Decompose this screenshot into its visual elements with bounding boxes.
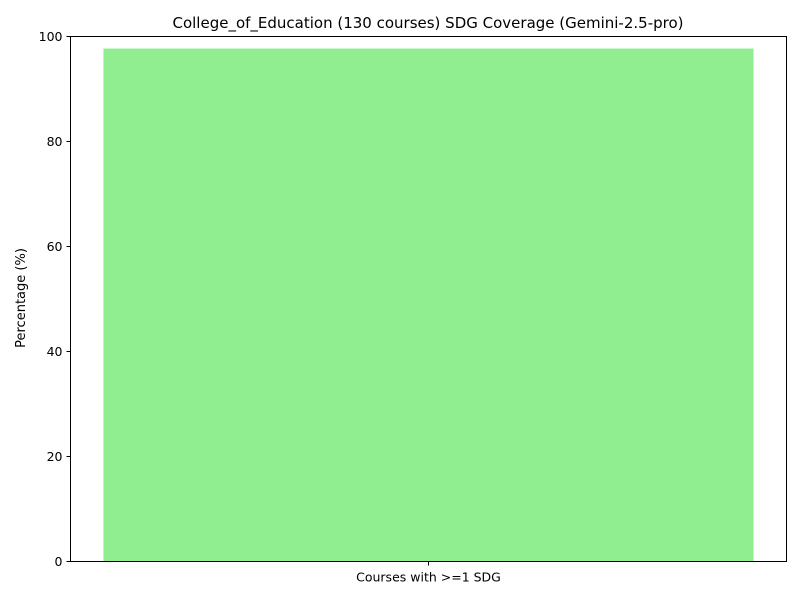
x-axis-ticks: Courses with >=1 SDG	[356, 561, 501, 585]
x-tick-label: Courses with >=1 SDG	[356, 570, 501, 585]
y-axis-ticks: 0 20 40 60 80 100	[39, 29, 71, 569]
y-tick-label: 100	[39, 29, 63, 44]
y-axis-label: Percentage (%)	[14, 248, 29, 348]
y-tick-label: 80	[47, 134, 63, 149]
y-tick-label: 60	[47, 239, 63, 254]
y-tick-label: 40	[47, 344, 63, 359]
chart-title: College_of_Education (130 courses) SDG C…	[172, 14, 683, 33]
plot-area-frame	[70, 36, 787, 562]
bars-layer	[103, 48, 754, 562]
y-tick-label: 0	[55, 554, 63, 569]
y-tick-label: 20	[47, 449, 63, 464]
bar-0	[103, 48, 754, 562]
